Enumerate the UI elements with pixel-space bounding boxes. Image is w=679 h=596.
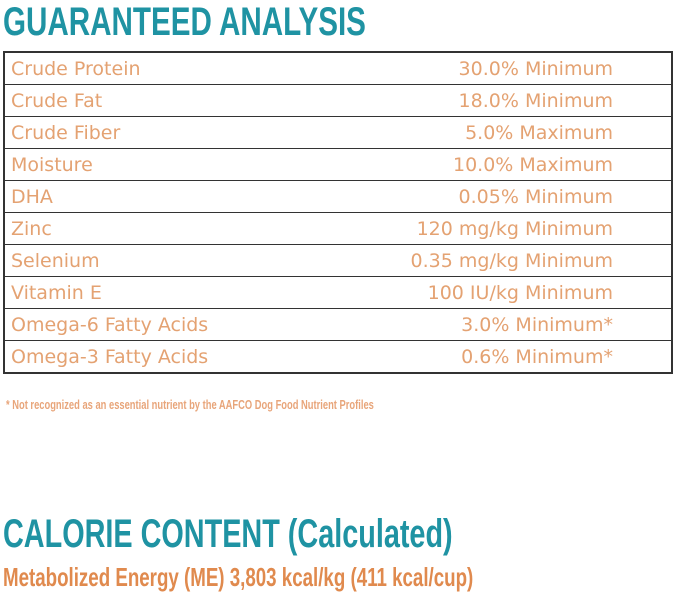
table-row: Vitamin E 100 IU/kg Minimum [4, 276, 672, 309]
nutrient-name: Omega-3 Fatty Acids [4, 340, 297, 373]
table-row: Omega-3 Fatty Acids 0.6% Minimum* [4, 340, 672, 373]
nutrient-value: 100 IU/kg Minimum [296, 276, 672, 309]
nutrient-value: 0.6% Minimum* [296, 340, 672, 373]
nutrient-name: Crude Fat [4, 84, 297, 117]
nutrient-value: 10.0% Maximum [296, 148, 672, 181]
table-row: Crude Fat 18.0% Minimum [4, 84, 672, 117]
calorie-content-title: CALORIE CONTENT (Calculated) [3, 512, 453, 557]
nutrient-name: Moisture [4, 148, 297, 181]
nutrient-value: 18.0% Minimum [296, 84, 672, 117]
analysis-table: Crude Protein 30.0% Minimum Crude Fat 18.0%… [3, 51, 673, 374]
table-row: Omega-6 Fatty Acids 3.0% Minimum* [4, 308, 672, 341]
table-row: Crude Fiber 5.0% Maximum [4, 116, 672, 149]
table-row: Zinc 120 mg/kg Minimum [4, 212, 672, 245]
table-row: Selenium 0.35 mg/kg Minimum [4, 244, 672, 277]
nutrient-value: 120 mg/kg Minimum [296, 212, 672, 245]
nutrient-value: 5.0% Maximum [296, 116, 672, 149]
table-row: Moisture 10.0% Maximum [4, 148, 672, 181]
calorie-title-main: CALORIE CONTENT [3, 512, 280, 556]
footnote: * Not recognized as an essential nutrien… [6, 397, 374, 412]
table-row: DHA 0.05% Minimum [4, 180, 672, 213]
nutrient-name: Omega-6 Fatty Acids [4, 308, 297, 341]
nutrient-name: Vitamin E [4, 276, 297, 309]
guaranteed-analysis-title: GUARANTEED ANALYSIS [3, 0, 366, 44]
nutrient-name: Crude Fiber [4, 116, 297, 149]
nutrient-name: Zinc [4, 212, 297, 245]
nutrient-name: Crude Protein [4, 51, 297, 85]
nutrient-name: Selenium [4, 244, 297, 277]
nutrient-value: 0.05% Minimum [296, 180, 672, 213]
calorie-title-sub: (Calculated) [287, 512, 453, 556]
nutrient-value: 0.35 mg/kg Minimum [296, 244, 672, 277]
nutrient-value: 30.0% Minimum [296, 51, 672, 85]
table-row: Crude Protein 30.0% Minimum [4, 51, 672, 85]
metabolized-energy: Metabolized Energy (ME) 3,803 kcal/kg (4… [3, 562, 474, 592]
nutrient-name: DHA [4, 180, 297, 213]
nutrient-value: 3.0% Minimum* [296, 308, 672, 341]
